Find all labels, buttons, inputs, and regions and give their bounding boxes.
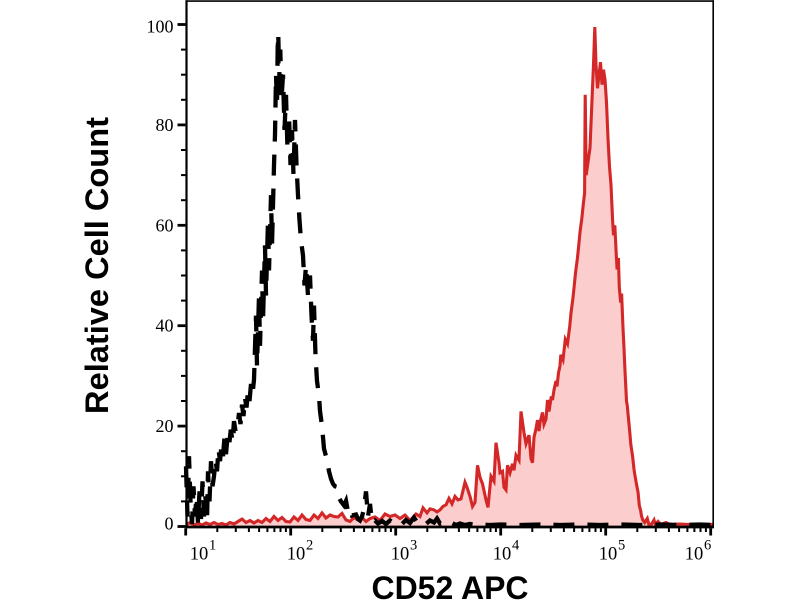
svg-text:10: 10 [287,545,306,565]
svg-text:10: 10 [391,545,410,565]
svg-text:60: 60 [156,215,174,235]
svg-text:100: 100 [147,17,174,37]
svg-text:2: 2 [306,538,313,554]
svg-text:CD52 APC: CD52 APC [371,570,528,600]
svg-text:6: 6 [704,538,711,554]
svg-text:20: 20 [156,416,174,436]
svg-text:Relative Cell Count: Relative Cell Count [78,117,115,414]
svg-text:0: 0 [165,514,174,534]
svg-text:5: 5 [618,538,625,554]
svg-text:10: 10 [685,545,704,565]
svg-text:10: 10 [493,545,512,565]
svg-text:3: 3 [410,538,417,554]
svg-text:10: 10 [190,545,209,565]
svg-text:80: 80 [156,115,174,135]
svg-text:4: 4 [512,538,520,554]
svg-text:10: 10 [599,545,618,565]
svg-text:40: 40 [156,316,174,336]
svg-text:1: 1 [209,538,216,554]
